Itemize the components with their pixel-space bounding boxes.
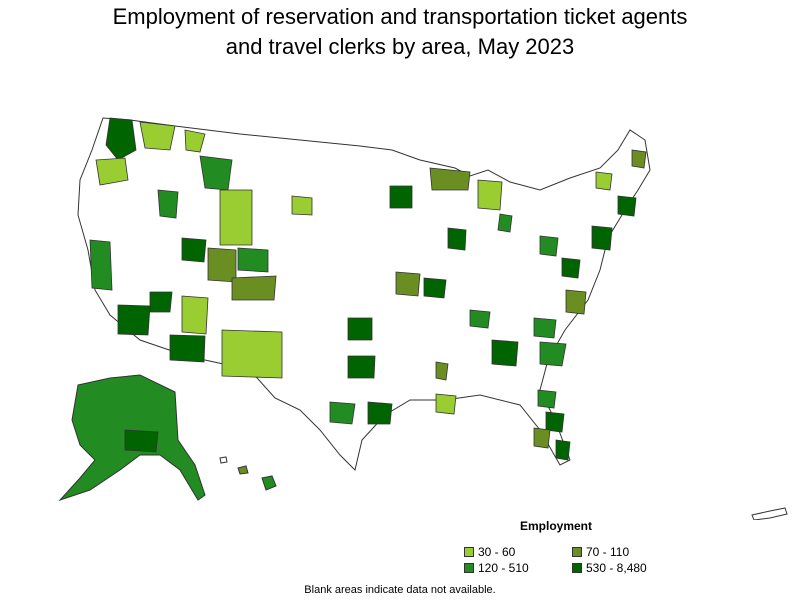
legend-label: 120 - 510 [478, 561, 529, 575]
legend-title: Employment [520, 519, 593, 533]
hawaii-island-3 [219, 456, 228, 464]
area-houston [367, 401, 393, 425]
legend-item-530-8480: 530 - 8,480 [572, 561, 647, 575]
area-michigan-lower [477, 179, 503, 211]
area-seattle [105, 117, 137, 161]
area-idaho-south [157, 189, 179, 219]
area-st-louis [423, 277, 447, 299]
area-new-orleans [435, 393, 457, 415]
legend-label: 530 - 8,480 [586, 561, 647, 575]
area-wyoming [219, 189, 253, 246]
area-idaho-north [184, 129, 206, 153]
area-carolinas [539, 341, 567, 367]
legend-label: 70 - 110 [586, 545, 630, 559]
us-employment-map [58, 117, 788, 520]
area-tampa [533, 427, 551, 449]
area-maine [631, 149, 647, 169]
hawaii-island [261, 475, 277, 491]
area-mississippi [435, 361, 449, 381]
area-nashville [469, 309, 491, 329]
area-salt-lake [181, 237, 207, 263]
area-charlotte [533, 317, 557, 339]
area-oklahoma [347, 317, 373, 341]
area-san-antonio [329, 401, 356, 425]
legend-item-70-110: 70 - 110 [572, 545, 629, 559]
area-miami [555, 439, 571, 461]
legend-item-120-510: 120 - 510 [464, 561, 529, 575]
area-orlando [545, 411, 565, 433]
area-montana-west [199, 155, 233, 191]
area-jacksonville [537, 389, 557, 409]
metro-areas [89, 117, 647, 461]
hawaii-island-2 [237, 465, 249, 475]
area-chicago [447, 227, 467, 251]
area-sd-east [291, 195, 313, 216]
legend-label: 30 - 60 [478, 545, 516, 559]
legend-swatch-icon [572, 547, 582, 557]
area-alaska-anchorage [124, 429, 159, 453]
map-title: Employment of reservation and transporta… [0, 2, 800, 62]
area-vegas [149, 291, 173, 313]
area-minneapolis [389, 185, 413, 209]
area-atlanta [491, 339, 519, 367]
area-wa-east [139, 121, 176, 151]
area-new-york [591, 225, 613, 251]
legend-swatch-icon [464, 547, 474, 557]
puerto-rico [751, 507, 788, 520]
area-detroit [497, 213, 513, 233]
area-colorado [231, 275, 277, 301]
legend-swatch-icon [464, 563, 474, 573]
legend-item-30-60: 30 - 60 [464, 545, 515, 559]
area-california-north [89, 239, 113, 291]
area-portland [95, 157, 129, 186]
area-virginia [565, 289, 587, 315]
area-utah-south [207, 247, 237, 283]
area-pennsylvania [539, 235, 559, 257]
title-line-1: Employment of reservation and transporta… [112, 4, 688, 29]
area-dc [561, 257, 581, 279]
area-new-england [595, 171, 613, 191]
area-denver [237, 247, 269, 273]
footnote: Blank areas indicate data not available. [304, 584, 496, 596]
area-boston [617, 195, 637, 217]
area-michigan-north [429, 167, 471, 191]
area-kansas-city [395, 271, 421, 297]
area-dallas [347, 355, 376, 379]
area-nevada-south [181, 295, 209, 335]
title-line-2: and travel clerks by area, May 2023 [225, 34, 575, 59]
legend-swatch-icon [572, 563, 582, 573]
area-la [117, 304, 151, 336]
area-new-mexico [221, 329, 283, 379]
area-phoenix [169, 334, 206, 363]
